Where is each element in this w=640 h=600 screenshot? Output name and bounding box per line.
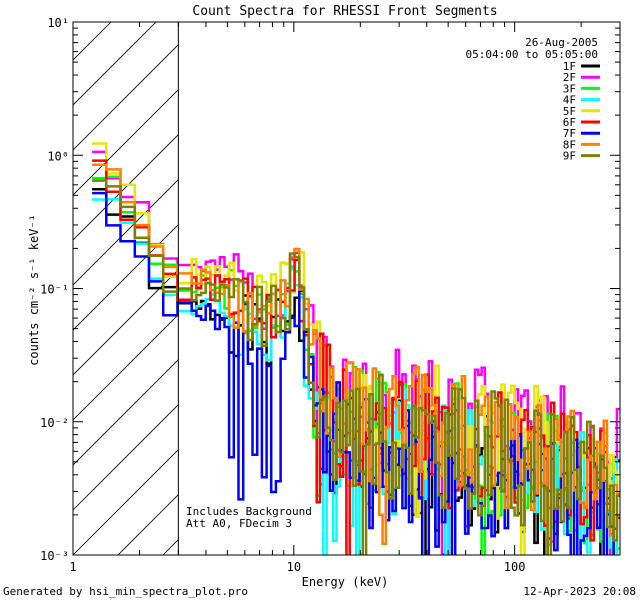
footer-generated-by: Generated by hsi_min_spectra_plot.pro: [3, 585, 248, 598]
series-7F: [92, 191, 615, 555]
footer-timestamp: 12-Apr-2023 20:08: [523, 585, 636, 598]
y-tick-label: 10⁻²: [40, 416, 69, 430]
legend-label-9F: 9F: [563, 150, 576, 163]
x-tick-label: 1: [69, 560, 76, 574]
hatch-line: [73, 449, 179, 555]
x-tick-labels: 1 10 100: [69, 560, 525, 574]
annotation-background: Includes Background: [186, 505, 312, 518]
time-range-label: 05:04:00 to 05:05:00: [466, 48, 598, 61]
legend-label-6F: 6F: [563, 116, 576, 129]
annotation-attenuator: Att A0, FDecim 3: [186, 517, 292, 530]
legend-label-2F: 2F: [563, 71, 576, 84]
legend-label-1F: 1F: [563, 60, 576, 73]
hatch-line: [73, 89, 179, 196]
series-group: [92, 142, 620, 555]
hatch-line: [73, 224, 179, 331]
hatch-line: [73, 404, 179, 511]
x-tick-label: 10: [287, 560, 301, 574]
x-axis-label: Energy (keV): [302, 575, 389, 589]
x-tick-label: 100: [504, 560, 526, 574]
series-9F: [92, 179, 620, 555]
chart-title: Count Spectra for RHESSI Front Segments: [192, 4, 497, 19]
legend-label-7F: 7F: [563, 127, 576, 140]
legend-label-3F: 3F: [563, 82, 576, 95]
y-tick-label: 10¹: [47, 16, 69, 30]
y-tick-label: 10⁻³: [40, 549, 69, 563]
y-axis-label: counts cm⁻² s⁻¹ keV⁻¹: [27, 214, 41, 366]
axis-ticks: [72, 22, 621, 556]
hatch-line: [73, 44, 179, 151]
y-tick-labels: 10⁻³ 10⁻² 10⁻¹ 10⁰ 10¹: [40, 16, 69, 563]
legend-label-4F: 4F: [563, 94, 576, 107]
legend-label-5F: 5F: [563, 105, 576, 118]
legend-label-8F: 8F: [563, 138, 576, 151]
y-tick-label: 10⁰: [47, 149, 69, 163]
date-label: 26-Aug-2005: [525, 36, 598, 49]
y-tick-label: 10⁻¹: [40, 283, 69, 297]
